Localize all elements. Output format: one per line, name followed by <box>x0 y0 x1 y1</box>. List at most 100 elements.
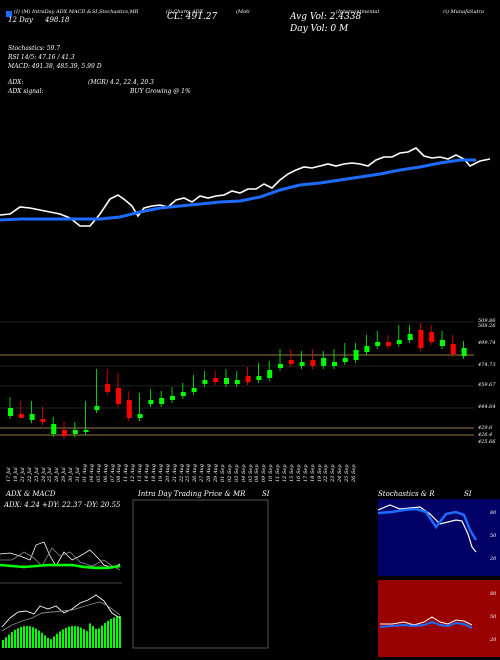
macd-histogram-bar <box>86 631 88 648</box>
price-level-4: 474.73 <box>478 362 496 368</box>
macd-histogram-bar <box>5 637 7 648</box>
candle-body <box>332 362 337 366</box>
price-level-9: 425.66 <box>478 439 496 445</box>
candle-body <box>386 342 391 346</box>
date-label: 27 Aug <box>199 464 206 482</box>
day-volume: Day Vol: 0 M <box>290 24 349 34</box>
intraday-si: SI <box>262 490 270 498</box>
rsi-signal-line <box>379 620 473 629</box>
date-label: 24 Sep <box>337 464 344 482</box>
price-level-3: 499.74 <box>478 340 496 346</box>
rsi-level-50: 50 <box>490 614 497 620</box>
date-label: 23 Jul <box>33 467 40 482</box>
macd-histogram-bar <box>80 627 82 648</box>
date-label: 13 Aug <box>137 464 144 482</box>
price-level-6: 444.64 <box>478 404 496 410</box>
macd-histogram-bar <box>44 635 46 648</box>
date-label: 06 Aug <box>102 464 109 482</box>
header-close: CL: 491.27 <box>167 12 218 22</box>
candle-body <box>29 414 35 420</box>
macd-histogram-bar <box>83 629 85 648</box>
date-label: 21 Aug <box>171 464 178 482</box>
intraday-panel <box>132 499 269 649</box>
moving-average-line <box>0 158 476 222</box>
candle-body <box>94 406 100 410</box>
macd-histogram-bar <box>92 626 94 648</box>
date-label: 12 Sep <box>282 464 288 482</box>
macd-histogram-bar <box>74 626 76 648</box>
stochastics-title: Stochastics & R <box>378 490 435 498</box>
date-label: 18 Jul <box>12 467 19 482</box>
rsi-level-20: 20 <box>490 637 497 643</box>
date-label: 17 Jul <box>6 467 12 482</box>
rsi-value: RSI 14/5: 47.16 / 41.3 <box>8 54 75 61</box>
date-label: 23 Sep <box>330 464 337 482</box>
date-label: 11 Aug <box>123 464 130 482</box>
price-level-1: 509.86 <box>478 318 496 324</box>
date-label: 19 Sep <box>316 464 323 482</box>
date-label: 24 Jul <box>40 467 47 482</box>
candle-body <box>267 370 273 378</box>
candle-body <box>72 430 78 434</box>
date-label: 26 Aug <box>192 464 199 482</box>
candle-body <box>170 396 175 400</box>
header-prev-value: 498.18 <box>45 16 70 24</box>
macd-histogram-bar <box>89 623 91 648</box>
macd-histogram-bar <box>41 632 43 648</box>
date-label: 26 Sep <box>351 464 357 482</box>
candle-body <box>407 334 413 340</box>
candle-body <box>180 392 186 396</box>
stochastics-value: Stochastics: 59.7 <box>8 45 61 52</box>
macd-histogram-bar <box>62 629 64 648</box>
date-label: 29 Jul <box>61 467 68 482</box>
date-label: 12 Aug <box>130 464 137 482</box>
header-title-2: SI,Stochastics,MR <box>92 9 139 15</box>
candle-body <box>321 358 327 366</box>
candle-body <box>83 430 89 432</box>
date-label: 03 Sep <box>233 464 240 482</box>
date-label: 08 Sep <box>254 464 261 482</box>
candle-body <box>202 380 208 384</box>
date-label: 01 Aug <box>81 464 88 482</box>
intraday-title: Intra Day Trading Price & MR <box>138 490 246 498</box>
adx-mgr-value: (MGR) 4.2, 22.4, 20.3 <box>88 79 154 86</box>
macd-histogram-bar <box>68 626 70 648</box>
candle-body <box>364 346 370 352</box>
macd-histogram-bar <box>8 634 10 648</box>
adx-panel <box>0 541 122 571</box>
date-label: 22 Aug <box>178 464 185 482</box>
rsi-panel-bg <box>378 580 500 657</box>
adx-macd-title: ADX & MACD <box>6 490 56 498</box>
header-title-4: (Moti <box>236 9 250 15</box>
candle-body <box>148 400 154 404</box>
macd-histogram-bar <box>104 623 106 648</box>
candle-body <box>234 380 240 384</box>
date-label: 11 Sep <box>275 464 282 482</box>
candle-body <box>256 376 262 380</box>
macd-histogram-bar <box>50 639 52 648</box>
date-label: 31 Jul <box>75 467 81 482</box>
date-label: 18 Sep <box>309 464 316 482</box>
header-title-7: ri) MunafaSutra <box>443 9 484 15</box>
macd-histogram-bar <box>101 625 103 648</box>
candle-body <box>288 360 294 364</box>
date-label: 20 Aug <box>164 464 171 482</box>
macd-histogram-bar <box>77 626 79 648</box>
date-label: 02 Sep <box>226 464 233 482</box>
candle-body <box>278 364 283 368</box>
candle-body <box>51 424 57 434</box>
candle-body <box>245 376 251 382</box>
date-label: 05 Aug <box>95 464 102 482</box>
macd-histogram-bar <box>20 626 22 648</box>
candle-body <box>299 362 305 366</box>
date-label: 10 Sep <box>268 464 275 482</box>
macd-histogram-bar <box>35 628 37 648</box>
date-label: 25 Jul <box>47 467 54 482</box>
candle-body <box>18 414 24 418</box>
macd-panel <box>0 582 122 648</box>
candle-body <box>116 388 121 404</box>
candle-body <box>224 378 229 384</box>
candle-body <box>418 330 424 348</box>
stoch-level-80: 80 <box>490 510 497 516</box>
